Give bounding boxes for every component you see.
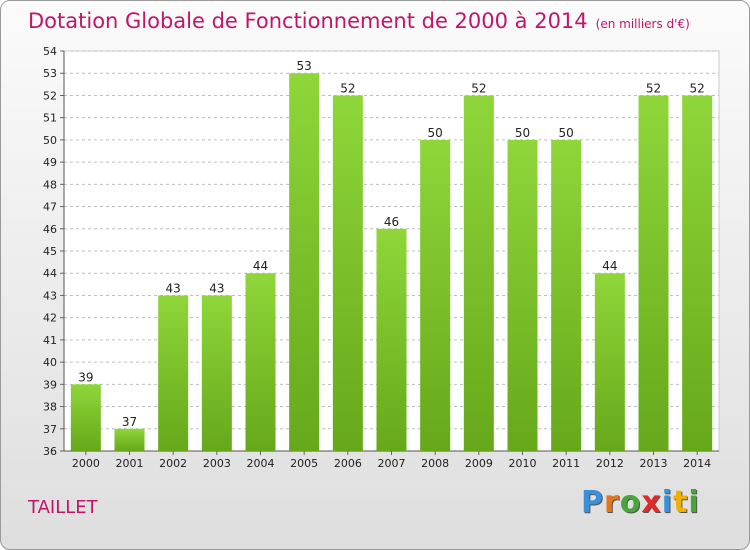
y-tick-label: 42 xyxy=(43,312,57,325)
bar-value-label: 44 xyxy=(253,259,268,273)
commune-name: TAILLET xyxy=(28,497,98,518)
bar xyxy=(376,228,407,451)
logo-letter: o xyxy=(619,485,642,520)
logo-letter: i xyxy=(661,485,674,520)
bar-value-label: 46 xyxy=(384,215,399,229)
bar-value-label: 52 xyxy=(340,81,355,95)
x-tick-label: 2010 xyxy=(509,457,537,470)
bar-value-label: 50 xyxy=(559,126,574,140)
y-tick-label: 51 xyxy=(43,112,57,125)
proxiti-logo: Proxiti xyxy=(581,485,700,520)
bar-value-label: 43 xyxy=(166,281,181,295)
y-tick-label: 47 xyxy=(43,201,57,214)
bar xyxy=(551,139,582,451)
bar-value-label: 39 xyxy=(78,370,93,384)
x-tick-label: 2003 xyxy=(203,457,231,470)
x-tick-label: 2000 xyxy=(72,457,100,470)
bar xyxy=(420,139,451,451)
bar-value-label: 44 xyxy=(602,259,617,273)
bar-value-label: 43 xyxy=(209,281,224,295)
y-tick-label: 54 xyxy=(43,45,57,58)
bar xyxy=(682,95,713,451)
bar-value-label: 52 xyxy=(471,81,486,95)
y-tick-label: 39 xyxy=(43,378,57,391)
logo-letter: r xyxy=(604,485,620,520)
bar-value-label: 37 xyxy=(122,415,137,429)
bar-value-label: 50 xyxy=(428,126,443,140)
y-tick-label: 41 xyxy=(43,334,57,347)
x-tick-label: 2007 xyxy=(378,457,406,470)
unit-note: (en milliers d'€) xyxy=(595,17,690,31)
logo-letter: i xyxy=(688,485,700,520)
x-tick-label: 2006 xyxy=(334,457,362,470)
y-tick-label: 49 xyxy=(43,156,57,169)
y-tick-label: 48 xyxy=(43,178,57,191)
x-tick-label: 2001 xyxy=(116,457,144,470)
y-tick-label: 45 xyxy=(43,245,57,258)
bar xyxy=(289,73,320,451)
y-tick-label: 37 xyxy=(43,423,57,436)
x-tick-label: 2002 xyxy=(159,457,187,470)
y-tick-label: 38 xyxy=(43,401,57,414)
y-tick-label: 44 xyxy=(43,267,57,280)
y-tick-label: 53 xyxy=(43,67,57,80)
logo-letter: t xyxy=(673,485,689,520)
x-tick-label: 2013 xyxy=(640,457,668,470)
bar-value-label: 53 xyxy=(297,59,312,73)
logo-letter: P xyxy=(581,485,604,520)
bar xyxy=(507,139,538,451)
x-tick-label: 2011 xyxy=(552,457,580,470)
x-tick-label: 2005 xyxy=(290,457,318,470)
bar-value-label: 50 xyxy=(515,126,530,140)
x-tick-label: 2012 xyxy=(596,457,624,470)
y-tick-label: 43 xyxy=(43,289,57,302)
bar-value-label: 52 xyxy=(690,81,705,95)
x-tick-label: 2004 xyxy=(247,457,275,470)
x-tick-label: 2014 xyxy=(683,457,711,470)
bar xyxy=(245,273,276,451)
y-tick-label: 52 xyxy=(43,89,57,102)
logo-letter: x xyxy=(641,485,662,520)
bar xyxy=(332,95,363,451)
x-tick-label: 2009 xyxy=(465,457,493,470)
y-tick-label: 46 xyxy=(43,223,57,236)
bar xyxy=(594,273,625,451)
bar xyxy=(114,428,145,451)
bar xyxy=(463,95,494,451)
y-tick-label: 50 xyxy=(43,134,57,147)
y-tick-label: 40 xyxy=(43,356,57,369)
bar-value-label: 52 xyxy=(646,81,661,95)
x-tick-label: 2008 xyxy=(421,457,449,470)
y-tick-label: 36 xyxy=(43,445,57,458)
chart-title-text: Dotation Globale de Fonctionnement de 20… xyxy=(28,9,588,33)
chart-title: Dotation Globale de Fonctionnement de 20… xyxy=(28,9,690,33)
bar xyxy=(70,384,101,451)
bar xyxy=(201,295,232,451)
bar xyxy=(638,95,669,451)
bar xyxy=(158,295,189,451)
